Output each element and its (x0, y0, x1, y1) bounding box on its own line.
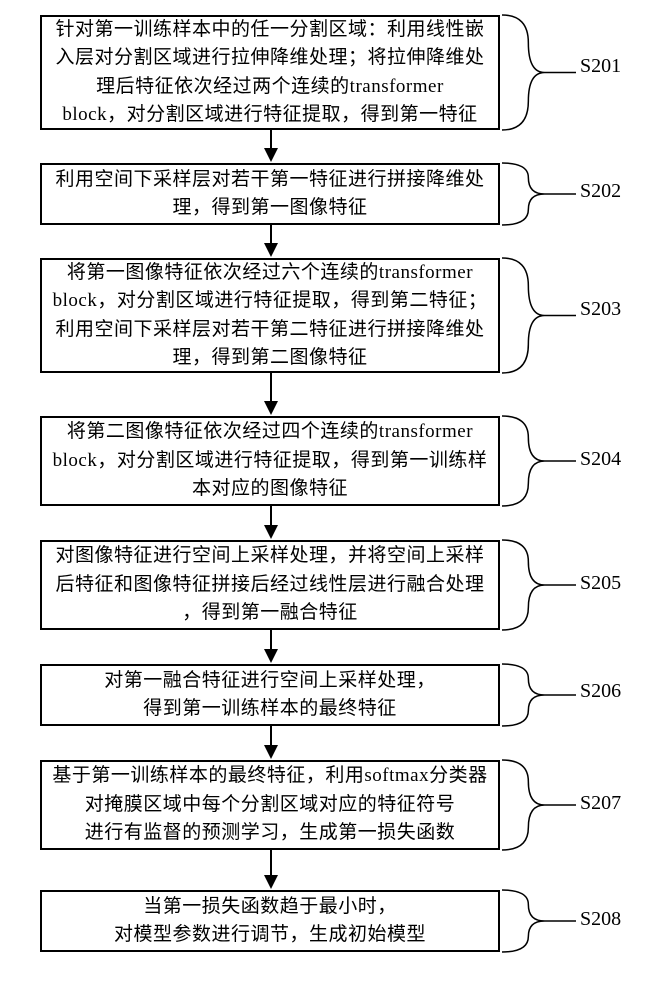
step-box-S203: 将第一图像特征依次经过六个连续的transformer block，对分割区域进… (40, 258, 500, 373)
arrow-head-1 (264, 243, 278, 257)
arrow-head-6 (264, 875, 278, 889)
step-label-S208: S208 (580, 908, 621, 931)
arrow-line-5 (270, 726, 272, 747)
arrow-line-2 (270, 373, 272, 403)
step-label-S204: S204 (580, 448, 621, 471)
step-text-S205: 对图像特征进行空间上采样处理，并将空间上采样 后特征和图像特征拼接后经过线性层进… (49, 538, 490, 632)
step-text-S208: 当第一损失函数趋于最小时， 对模型参数进行调节，生成初始模型 (108, 889, 432, 954)
bracket-S203 (500, 256, 581, 375)
bracket-S205 (500, 538, 581, 632)
arrow-line-6 (270, 850, 272, 877)
step-text-S202: 利用空间下采样层对若干第一特征进行拼接降维处 理，得到第一图像特征 (49, 162, 490, 227)
step-label-S207: S207 (580, 792, 621, 815)
arrow-head-0 (264, 148, 278, 162)
step-text-S204: 将第二图像特征依次经过四个连续的transformer block，对分割区域进… (47, 414, 494, 508)
step-box-S207: 基于第一训练样本的最终特征，利用softmax分类器 对掩膜区域中每个分割区域对… (40, 760, 500, 850)
bracket-S202 (500, 161, 581, 227)
step-label-S203: S203 (580, 298, 621, 321)
bracket-S208 (500, 888, 581, 954)
arrow-head-4 (264, 649, 278, 663)
bracket-S204 (500, 414, 581, 508)
step-box-S208: 当第一损失函数趋于最小时， 对模型参数进行调节，生成初始模型 (40, 890, 500, 952)
step-text-S207: 基于第一训练样本的最终特征，利用softmax分类器 对掩膜区域中每个分割区域对… (46, 758, 493, 852)
bracket-S207 (500, 758, 581, 852)
arrow-line-4 (270, 630, 272, 651)
arrow-line-3 (270, 506, 272, 527)
step-text-S201: 针对第一训练样本中的任一分割区域：利用线性嵌 入层对分割区域进行拉伸降维处理；将… (49, 12, 490, 134)
step-box-S205: 对图像特征进行空间上采样处理，并将空间上采样 后特征和图像特征拼接后经过线性层进… (40, 540, 500, 630)
arrow-head-5 (264, 745, 278, 759)
step-box-S204: 将第二图像特征依次经过四个连续的transformer block，对分割区域进… (40, 416, 500, 506)
arrow-line-0 (270, 130, 272, 150)
bracket-S201 (500, 13, 581, 132)
step-label-S202: S202 (580, 180, 621, 203)
step-box-S201: 针对第一训练样本中的任一分割区域：利用线性嵌 入层对分割区域进行拉伸降维处理；将… (40, 15, 500, 130)
arrow-line-1 (270, 225, 272, 245)
bracket-S206 (500, 662, 581, 728)
arrow-head-2 (264, 401, 278, 415)
step-text-S206: 对第一融合特征进行空间上采样处理， 得到第一训练样本的最终特征 (98, 663, 442, 728)
arrow-head-3 (264, 525, 278, 539)
step-label-S206: S206 (580, 680, 621, 703)
step-box-S202: 利用空间下采样层对若干第一特征进行拼接降维处 理，得到第一图像特征 (40, 163, 500, 225)
step-text-S203: 将第一图像特征依次经过六个连续的transformer block，对分割区域进… (47, 255, 494, 377)
step-label-S201: S201 (580, 55, 621, 78)
step-box-S206: 对第一融合特征进行空间上采样处理， 得到第一训练样本的最终特征 (40, 664, 500, 726)
step-label-S205: S205 (580, 572, 621, 595)
